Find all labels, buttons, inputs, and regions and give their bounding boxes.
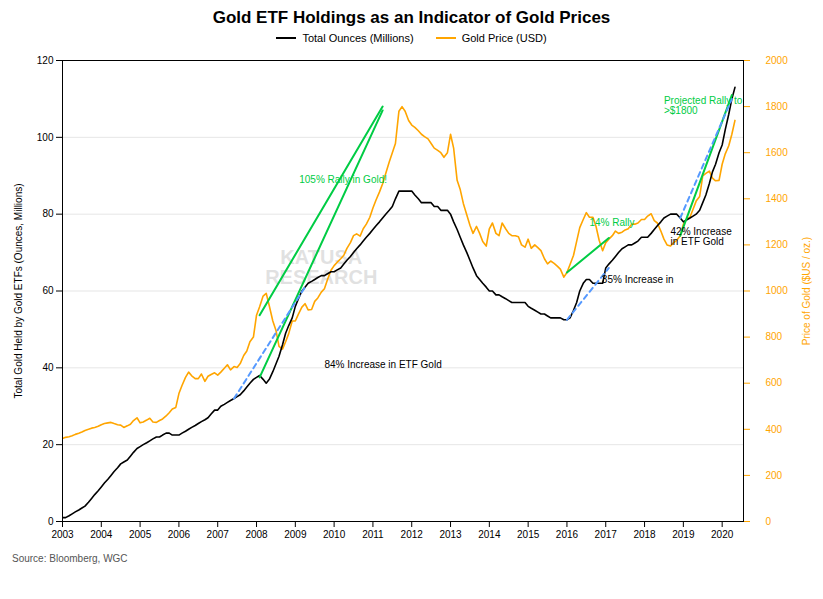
svg-text:2015: 2015: [517, 529, 540, 540]
svg-text:105% Rally in Gold!: 105% Rally in Gold!: [299, 174, 387, 185]
svg-text:2017: 2017: [595, 529, 618, 540]
svg-text:40: 40: [42, 362, 54, 373]
svg-text:200: 200: [766, 470, 783, 481]
svg-text:600: 600: [766, 377, 783, 388]
svg-text:1400: 1400: [766, 193, 789, 204]
svg-text:1800: 1800: [766, 101, 789, 112]
svg-text:2012: 2012: [401, 529, 424, 540]
svg-text:2000: 2000: [766, 55, 789, 66]
svg-text:0: 0: [766, 516, 772, 527]
svg-text:0: 0: [48, 516, 54, 527]
svg-text:2011: 2011: [362, 529, 384, 540]
svg-text:35% Increase in: 35% Increase in: [602, 274, 674, 285]
svg-text:1200: 1200: [766, 239, 789, 250]
svg-text:2014: 2014: [478, 529, 501, 540]
svg-text:Price of Gold ($US / oz.): Price of Gold ($US / oz.): [801, 237, 812, 345]
svg-text:1000: 1000: [766, 285, 789, 296]
svg-text:2003: 2003: [51, 529, 74, 540]
svg-text:2004: 2004: [90, 529, 113, 540]
svg-text:2016: 2016: [556, 529, 579, 540]
svg-text:800: 800: [766, 331, 783, 342]
html-text:Gold ETF Holdings as an Indica: Gold ETF Holdings as an Indicator of Gol…: [212, 8, 611, 27]
svg-text:120: 120: [37, 55, 54, 66]
svg-text:2009: 2009: [284, 529, 307, 540]
svg-text:Projected Rally to>$1800: Projected Rally to>$1800: [664, 95, 743, 116]
svg-text:2007: 2007: [207, 529, 230, 540]
svg-text:2006: 2006: [168, 529, 191, 540]
svg-text:2010: 2010: [323, 529, 346, 540]
svg-text:2020: 2020: [711, 529, 734, 540]
svg-text:100: 100: [37, 132, 54, 143]
svg-text:80: 80: [42, 208, 54, 219]
svg-text:84% Increase in ETF Gold: 84% Increase in ETF Gold: [324, 359, 441, 370]
svg-text:42% Increasein ETF Gold: 42% Increasein ETF Gold: [671, 226, 733, 247]
html-text:Gold Price (USD): Gold Price (USD): [461, 32, 547, 44]
svg-text:60: 60: [42, 285, 54, 296]
svg-text:Total Gold Held by Gold ETFs (: Total Gold Held by Gold ETFs (Ounces, Mi…: [13, 183, 24, 398]
svg-text:20: 20: [42, 439, 54, 450]
svg-text:2019: 2019: [672, 529, 695, 540]
svg-text:2008: 2008: [245, 529, 268, 540]
svg-text:KATUSARESEARCH: KATUSARESEARCH: [265, 246, 377, 288]
svg-text:2005: 2005: [129, 529, 152, 540]
svg-text:2013: 2013: [439, 529, 462, 540]
svg-text:14% Rally: 14% Rally: [589, 217, 634, 228]
svg-text:1600: 1600: [766, 147, 789, 158]
html-text:Total Ounces (Millions): Total Ounces (Millions): [302, 32, 414, 44]
svg-text:400: 400: [766, 424, 783, 435]
html-text:Source: Bloomberg, WGC: Source: Bloomberg, WGC: [12, 553, 128, 564]
svg-text:2018: 2018: [633, 529, 656, 540]
